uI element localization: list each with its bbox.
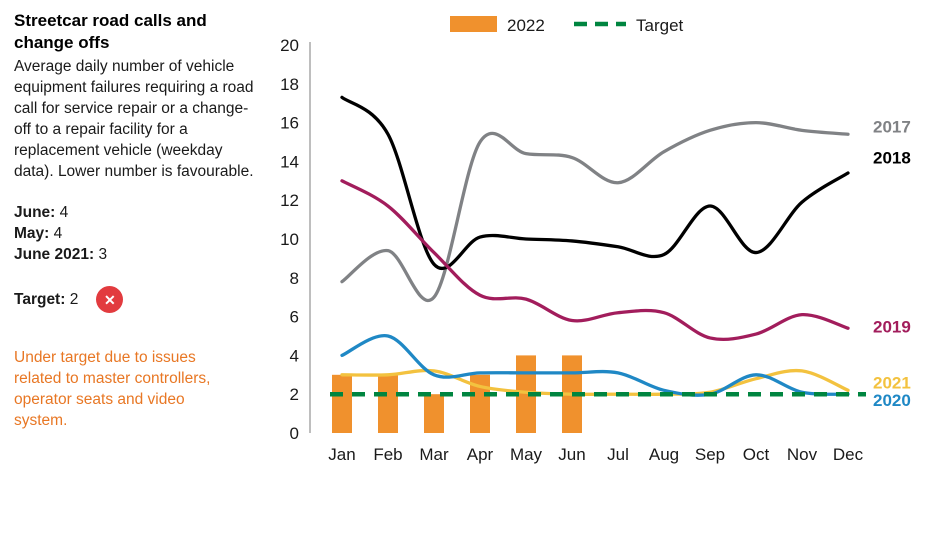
x-tick-label: Jul [607,445,629,464]
x-tick-label: Apr [467,445,494,464]
stat-value: 4 [53,225,63,242]
x-tick-label: Oct [743,445,770,464]
line-2017 [340,120,850,302]
x-tick-label: Feb [373,445,402,464]
chart-svg: 0 2 4 6 8 10 12 14 16 18 20 Jan Feb Mar Apr May Jun Jul Au… [280,16,911,464]
series-label-2021: 2021 [873,374,911,393]
y-tick-label: 4 [290,346,299,365]
stat-row-june-2021: June 2021: 3 [14,244,264,265]
page-title: Streetcar road calls and change offs [14,11,207,52]
x-tick-label: May [510,445,543,464]
x-circle-icon: ✕ [96,286,124,313]
stats-block: June: 4 May: 4 June 2021: 3 [14,202,264,265]
stat-label: June: [14,204,56,221]
stat-row-june: June: 4 [14,202,264,223]
x-tick-label: Nov [787,445,818,464]
bar-2022 [378,374,398,433]
stat-label: May: [14,225,50,242]
x-tick-label: Aug [649,445,679,464]
y-tick-label: 14 [280,152,299,171]
stat-value: 3 [98,246,108,263]
legend-label-target: Target [636,16,684,35]
y-tick-label: 6 [290,308,299,327]
legend-label-2022: 2022 [507,16,545,35]
y-tick-label: 10 [280,230,299,249]
line-2019 [340,179,850,342]
bar-2022 [424,394,444,433]
bar-2022 [516,355,536,433]
x-tick-label: Dec [833,445,864,464]
series-label-2017: 2017 [873,117,911,136]
x-tick-label: Mar [419,445,449,464]
status-note: Under target due to issues related to ma… [14,349,211,429]
line-2020 [340,334,850,397]
stat-label: June 2021: [14,246,95,263]
target-text: Target: 2 [14,291,78,309]
x-tick-label: Jan [328,445,355,464]
stat-row-may: May: 4 [14,223,264,244]
series-label-2018: 2018 [873,149,911,168]
info-panel: Streetcar road calls and change offs Ave… [14,10,264,447]
y-tick-label: 8 [290,269,299,288]
legend-swatch-bar [450,16,497,32]
series-label-2020: 2020 [873,391,911,410]
x-tick-label: Jun [558,445,585,464]
y-tick-label: 2 [290,385,299,404]
bar-2022 [332,374,352,433]
y-tick-label: 0 [290,424,299,443]
y-tick-label: 18 [280,75,299,94]
y-tick-label: 12 [280,191,299,210]
bar-2022 [470,374,490,433]
x-tick-label: Sep [695,445,725,464]
y-tick-label: 20 [280,36,299,55]
stat-value: 4 [59,204,69,221]
series-label-2019: 2019 [873,317,911,336]
target-row: Target: 2 ✕ [14,286,264,313]
line-2018 [340,95,850,271]
chart-description: Average daily number of vehicle equipmen… [14,58,254,180]
target-value: 2 [69,290,79,308]
line-2021 [340,368,850,396]
target-label: Target: [14,290,66,308]
y-tick-label: 16 [280,114,299,133]
